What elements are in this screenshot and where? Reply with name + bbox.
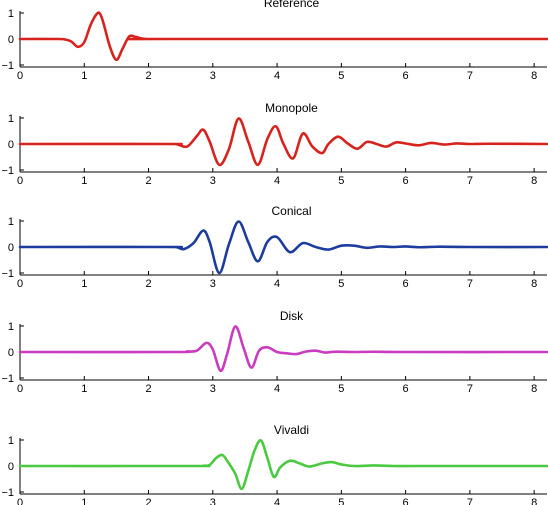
y-tick-label: 1 bbox=[8, 8, 14, 20]
x-tick-label: 3 bbox=[210, 175, 216, 187]
x-tick-label: 3 bbox=[210, 383, 216, 395]
x-tick-label: 4 bbox=[274, 497, 280, 505]
series-line-vivaldi bbox=[18, 439, 548, 491]
x-tick-label: 6 bbox=[403, 70, 409, 82]
x-tick-label: 4 bbox=[274, 278, 280, 290]
x-tick-label: 1 bbox=[81, 497, 87, 505]
x-tick-label: 7 bbox=[467, 278, 473, 290]
x-tick-label: 6 bbox=[403, 278, 409, 290]
y-tick-label: 1 bbox=[8, 435, 14, 447]
y-tick-label: 0 bbox=[8, 242, 14, 254]
x-tick-label: 3 bbox=[210, 278, 216, 290]
x-tick-label: 1 bbox=[81, 175, 87, 187]
x-tick-label: 7 bbox=[467, 175, 473, 187]
x-tick-label: 8 bbox=[531, 497, 537, 505]
x-tick-label: 2 bbox=[145, 497, 151, 505]
x-tick-label: 8 bbox=[531, 278, 537, 290]
x-tick-label: 5 bbox=[338, 278, 344, 290]
y-tick-label: 0 bbox=[8, 34, 14, 46]
y-tick-label: 0 bbox=[8, 347, 14, 359]
series-line-disk bbox=[18, 325, 548, 373]
x-tick-label: 1 bbox=[81, 278, 87, 290]
x-tick-label: 4 bbox=[274, 70, 280, 82]
subplot-title: Conical bbox=[271, 204, 311, 218]
y-tick-label: 0 bbox=[8, 139, 14, 151]
subplot-title: Monopole bbox=[265, 101, 318, 115]
y-tick-label: 1 bbox=[8, 321, 14, 333]
x-tick-label: 7 bbox=[467, 383, 473, 395]
y-tick-label: −1 bbox=[1, 487, 14, 499]
x-tick-label: 0 bbox=[17, 70, 23, 82]
x-tick-label: 1 bbox=[81, 383, 87, 395]
x-tick-label: 6 bbox=[403, 383, 409, 395]
y-tick-label: −1 bbox=[1, 165, 14, 177]
x-tick-label: 6 bbox=[403, 497, 409, 505]
x-tick-label: 8 bbox=[531, 383, 537, 395]
x-tick-label: 2 bbox=[145, 175, 151, 187]
x-tick-label: 4 bbox=[274, 383, 280, 395]
subplot-title: Disk bbox=[280, 309, 304, 323]
x-tick-label: 0 bbox=[17, 497, 23, 505]
series-line-reference bbox=[18, 11, 548, 62]
x-tick-label: 2 bbox=[145, 383, 151, 395]
subplot-title: Reference bbox=[264, 0, 320, 10]
x-tick-label: 5 bbox=[338, 175, 344, 187]
series-line-monopole bbox=[18, 117, 548, 167]
x-tick-label: 1 bbox=[81, 70, 87, 82]
x-tick-label: 7 bbox=[467, 70, 473, 82]
x-tick-label: 5 bbox=[338, 70, 344, 82]
x-tick-label: 0 bbox=[17, 383, 23, 395]
y-tick-label: −1 bbox=[1, 373, 14, 385]
x-tick-label: 8 bbox=[531, 175, 537, 187]
x-tick-label: 2 bbox=[145, 70, 151, 82]
x-tick-label: 8 bbox=[531, 70, 537, 82]
y-tick-label: −1 bbox=[1, 268, 14, 280]
y-tick-label: 0 bbox=[8, 461, 14, 473]
x-tick-label: 3 bbox=[210, 497, 216, 505]
x-tick-label: 7 bbox=[467, 497, 473, 505]
x-tick-label: 0 bbox=[17, 175, 23, 187]
series-line-conical bbox=[18, 220, 548, 275]
y-tick-label: 1 bbox=[8, 216, 14, 228]
x-tick-label: 4 bbox=[274, 175, 280, 187]
x-tick-label: 0 bbox=[17, 278, 23, 290]
y-tick-label: −1 bbox=[1, 60, 14, 72]
x-tick-label: 5 bbox=[338, 497, 344, 505]
x-tick-label: 5 bbox=[338, 383, 344, 395]
subplot-title: Vivaldi bbox=[274, 423, 309, 437]
y-tick-label: 1 bbox=[8, 113, 14, 125]
x-tick-label: 2 bbox=[145, 278, 151, 290]
x-tick-label: 3 bbox=[210, 70, 216, 82]
x-tick-label: 6 bbox=[403, 175, 409, 187]
